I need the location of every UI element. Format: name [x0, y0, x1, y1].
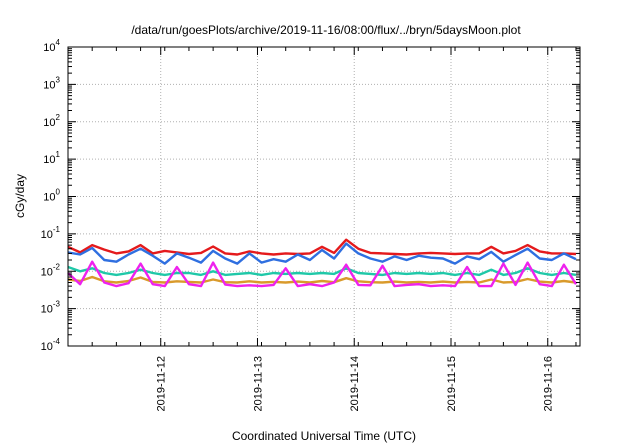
x-tick-label: 2019-11-13	[252, 356, 264, 411]
y-tick-label: 10-1	[41, 225, 61, 241]
y-tick-label: 10-3	[41, 300, 61, 316]
y-tick-label: 10-4	[41, 337, 61, 353]
y-axis-label: cGy/day	[13, 174, 27, 218]
series-line-5	[67, 260, 578, 288]
y-ticks: 10-4 10-3 10-2 10-1 100 101 102 103 104	[41, 38, 580, 353]
y-tick-label: 101	[43, 150, 60, 166]
chart-title: /data/run/goesPlots/archive/2019-11-16/0…	[131, 23, 521, 37]
y-tick-label: 100	[43, 188, 60, 204]
y-tick-label: 103	[43, 75, 60, 91]
x-axis-label: Coordinated Universal Time (UTC)	[232, 429, 416, 443]
series-layer	[67, 238, 578, 288]
series-line-3	[67, 265, 577, 277]
series-line-1	[67, 238, 577, 256]
series-line-4	[67, 275, 577, 284]
x-tick-label: 2019-11-16	[543, 356, 555, 411]
grid	[68, 47, 580, 346]
y-tick-label: 102	[43, 113, 60, 129]
x-tick-label: 2019-11-14	[349, 356, 361, 411]
x-ticks: 2019-11-12 2019-11-13 2019-11-14 2019-11-15…	[67, 47, 577, 411]
y-tick-label: 104	[43, 38, 60, 54]
x-tick-label: 2019-11-12	[156, 356, 168, 411]
series-line-2	[67, 242, 577, 265]
x-tick-label: 2019-11-15	[446, 356, 458, 411]
y-tick-label: 10-2	[41, 262, 61, 278]
